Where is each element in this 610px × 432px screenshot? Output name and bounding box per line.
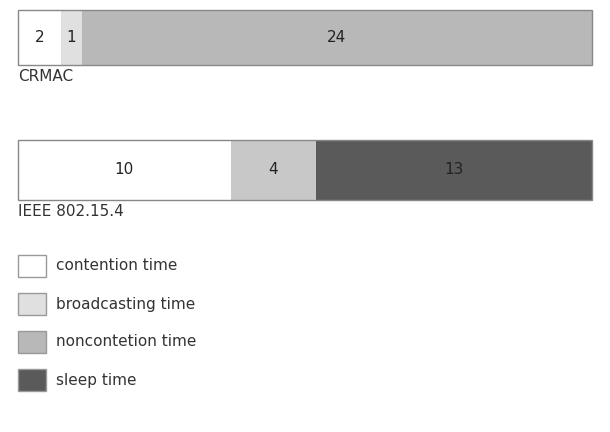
Bar	[18, 140, 592, 200]
Text: 13: 13	[444, 162, 464, 178]
Text: CRMAC: CRMAC	[18, 69, 73, 84]
Bar	[315, 140, 592, 200]
Text: 10: 10	[115, 162, 134, 178]
Bar	[18, 140, 231, 200]
Text: broadcasting time: broadcasting time	[56, 296, 195, 311]
Bar	[231, 140, 315, 200]
Bar	[18, 10, 60, 65]
Bar	[60, 10, 82, 65]
Text: 1: 1	[66, 30, 76, 45]
Text: noncontetion time: noncontetion time	[56, 334, 196, 349]
Text: 4: 4	[268, 162, 278, 178]
Text: sleep time: sleep time	[56, 372, 137, 388]
Text: IEEE 802.15.4: IEEE 802.15.4	[18, 204, 124, 219]
Bar	[18, 369, 46, 391]
Bar	[18, 10, 592, 65]
Bar	[18, 255, 46, 277]
Bar	[82, 10, 592, 65]
Bar	[18, 331, 46, 353]
Text: 2: 2	[34, 30, 44, 45]
Text: contention time: contention time	[56, 258, 178, 273]
Bar	[18, 293, 46, 315]
Text: 24: 24	[327, 30, 346, 45]
